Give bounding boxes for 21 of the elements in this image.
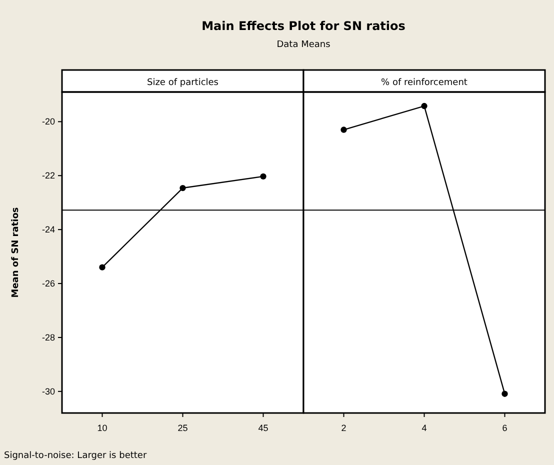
point <box>260 173 266 180</box>
x-axis-title: Size of particles <box>146 78 219 88</box>
y-tick-label: -28 <box>42 332 55 342</box>
y-tick-label: -26 <box>42 278 55 288</box>
point <box>99 264 106 270</box>
chart-title: Main Effects Plot for SN ratios <box>202 19 406 33</box>
x-tick-label: 4 <box>422 422 427 433</box>
y-tick-label: -24 <box>42 224 55 234</box>
chart-subtitle: Data Means <box>276 40 331 50</box>
x-tick-label: 10 <box>97 422 108 433</box>
y-tick-label: -20 <box>42 116 55 127</box>
x-tick-label: 25 <box>178 422 188 433</box>
x-axis-title: % of reinforcement <box>381 78 468 88</box>
text: Signal-to-noise: Larger is better <box>4 451 147 461</box>
y-tick-label: -22 <box>42 170 55 180</box>
x-tick-label: 6 <box>502 422 508 433</box>
point <box>180 184 186 192</box>
y-tick-label: -30 <box>42 386 55 396</box>
x-tick-label: 2 <box>341 422 346 433</box>
x-tick-label: 45 <box>258 422 268 433</box>
y-axis-title: Mean of SN ratios <box>11 207 21 298</box>
